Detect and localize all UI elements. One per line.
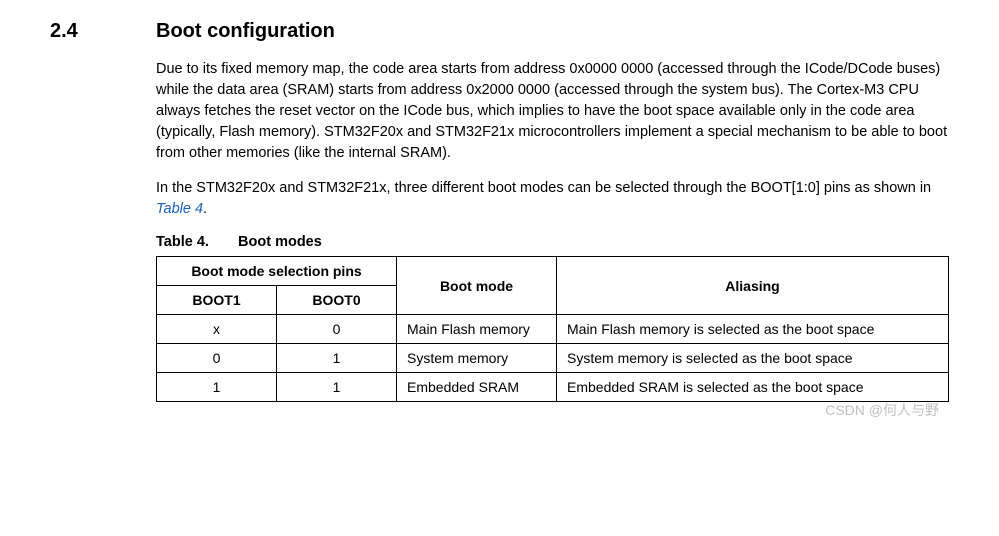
cell-boot1: x [157, 315, 277, 344]
header-boot1: BOOT1 [157, 286, 277, 315]
paragraph-2-text-b: . [203, 201, 207, 217]
header-selection-pins: Boot mode selection pins [157, 257, 397, 286]
cell-alias: Main Flash memory is selected as the boo… [557, 315, 949, 344]
table-caption-number: Table 4. [156, 234, 234, 250]
table-row: x 0 Main Flash memory Main Flash memory … [157, 315, 949, 344]
boot-modes-table: Boot mode selection pins Boot mode Alias… [156, 256, 949, 402]
table-row: 1 1 Embedded SRAM Embedded SRAM is selec… [157, 373, 949, 402]
cell-boot0: 0 [277, 315, 397, 344]
cell-alias: System memory is selected as the boot sp… [557, 344, 949, 373]
paragraph-1: Due to its fixed memory map, the code ar… [156, 59, 949, 164]
header-aliasing: Aliasing [557, 257, 949, 315]
table-caption: Table 4. Boot modes [156, 234, 949, 250]
cell-boot1: 1 [157, 373, 277, 402]
table-row: 0 1 System memory System memory is selec… [157, 344, 949, 373]
table-header-row-1: Boot mode selection pins Boot mode Alias… [157, 257, 949, 286]
cell-boot0: 1 [277, 344, 397, 373]
section-heading: 2.4 Boot configuration [50, 20, 949, 43]
cell-mode: Main Flash memory [397, 315, 557, 344]
paragraph-2-text-a: In the STM32F20x and STM32F21x, three di… [156, 180, 931, 196]
watermark: CSDN @何人与野 [825, 400, 939, 420]
cell-alias: Embedded SRAM is selected as the boot sp… [557, 373, 949, 402]
section-body: Due to its fixed memory map, the code ar… [156, 59, 949, 402]
table-caption-title: Boot modes [238, 234, 322, 250]
cell-mode: Embedded SRAM [397, 373, 557, 402]
table-ref-link[interactable]: Table 4 [156, 201, 203, 217]
cell-mode: System memory [397, 344, 557, 373]
cell-boot1: 0 [157, 344, 277, 373]
section-title: Boot configuration [156, 20, 335, 43]
section-number: 2.4 [50, 20, 156, 43]
header-boot-mode: Boot mode [397, 257, 557, 315]
cell-boot0: 1 [277, 373, 397, 402]
header-boot0: BOOT0 [277, 286, 397, 315]
paragraph-2: In the STM32F20x and STM32F21x, three di… [156, 178, 949, 220]
